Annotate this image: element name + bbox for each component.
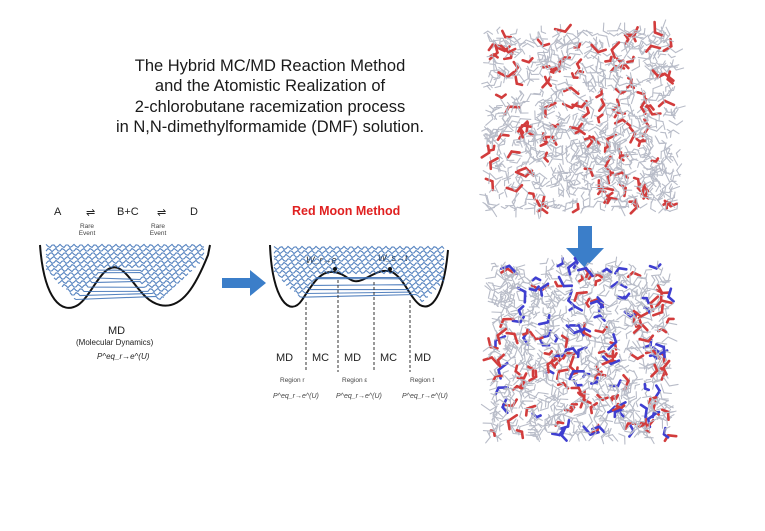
md-trajectory-waves (45, 243, 205, 301)
title-line-3: 2-chlorobutane racemization process (134, 98, 406, 116)
md-sublabel: (Molecular Dynamics) (76, 338, 154, 347)
species-a: A (54, 206, 62, 218)
title-line-4: in N,N-dimethylformamide (DMF) solution. (115, 118, 425, 136)
md-label: MD (108, 325, 126, 337)
region-r-probability: P^eq_r→e^(U) (273, 393, 319, 400)
equilibrium-arrow-2: ⇌ (157, 207, 167, 219)
molecular-snapshot-before (479, 19, 686, 220)
region-t-label: Region t (410, 377, 435, 384)
red-moon-title: Red Moon Method (292, 204, 401, 218)
region-t-probability: P^eq_r→e^(U) (402, 393, 448, 400)
right-arrow-icon (222, 270, 266, 296)
region-e-label: Region ε (342, 377, 368, 384)
title-line-1: The Hybrid MC/MD Reaction Method (134, 57, 406, 75)
region-label-md-3: MD (414, 352, 432, 364)
down-arrow-icon (566, 226, 604, 268)
rare-event-2: Rare Event (149, 223, 167, 237)
region-r-label: Region r (280, 377, 305, 384)
region-e-probability: P^eq_r→e^(U) (336, 393, 382, 400)
region-label-mc-2: MC (380, 352, 398, 364)
molecular-snapshot-after (480, 254, 679, 445)
red-moon-potential (269, 244, 449, 372)
md-potential-well (39, 243, 211, 309)
region-label-md-2: MD (344, 352, 362, 364)
title-line-2: and the Atomistic Realization of (154, 77, 386, 95)
equilibrium-arrow-1: ⇌ (86, 207, 96, 219)
md-probability: P^eq_r→e^(U) (97, 352, 150, 361)
species-d: D (190, 206, 198, 218)
red-moon-trajectory-waves (273, 245, 445, 303)
transition-weight-2: W_s→t (378, 253, 408, 263)
species-bc: B+C (117, 206, 139, 218)
region-label-md-1: MD (276, 352, 294, 364)
rare-event-1: Rare Event (78, 223, 96, 237)
region-label-mc-1: MC (312, 352, 330, 364)
